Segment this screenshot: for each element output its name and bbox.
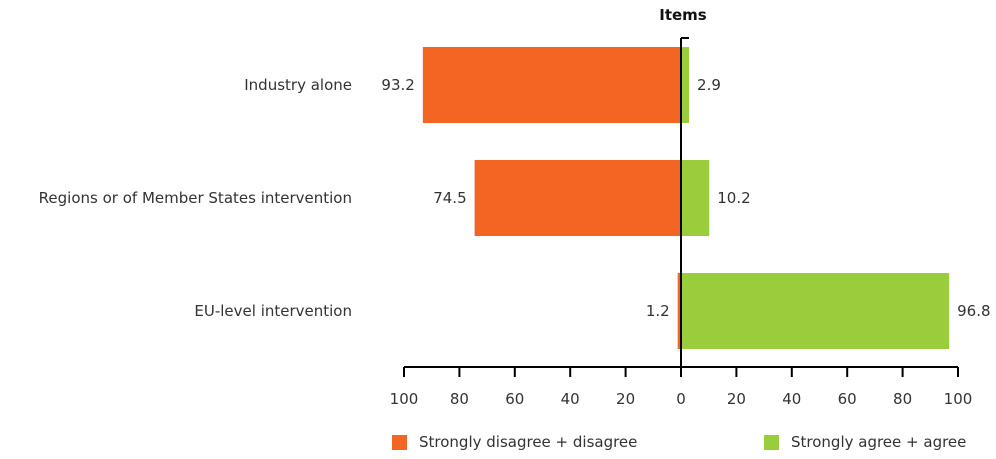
x-tick-label: 0 — [676, 390, 686, 408]
bar-agree — [681, 273, 950, 349]
value-label-agree: 96.8 — [957, 302, 990, 320]
x-tick-label: 80 — [450, 390, 469, 408]
x-tick-label: 80 — [893, 390, 912, 408]
diverging-bar-chart: Items Industry alone 93.2 2.9 Regions or of… — [39, 6, 991, 408]
labels-layer: Industry alone 93.2 2.9 Regions or of Membe… — [39, 76, 991, 320]
category-label: EU-level intervention — [194, 302, 352, 320]
x-tick-label: 100 — [944, 390, 973, 408]
legend-swatch-disagree — [392, 434, 407, 450]
value-label-disagree: 1.2 — [646, 302, 670, 320]
legend-swatch-agree — [764, 434, 779, 450]
x-tick-label: 60 — [505, 390, 524, 408]
x-tick-label: 40 — [782, 390, 801, 408]
category-label: Industry alone — [244, 76, 352, 94]
value-label-disagree: 74.5 — [433, 189, 466, 207]
axis-layer: 100 80 60 40 20 0 20 40 60 80 100 — [390, 37, 973, 408]
x-tick-label: 100 — [390, 390, 419, 408]
legend-item-disagree: Strongly disagree + disagree — [392, 433, 637, 451]
value-label-agree: 2.9 — [697, 76, 721, 94]
bar-disagree — [422, 47, 681, 123]
legend-label-disagree: Strongly disagree + disagree — [419, 433, 638, 451]
axis-title: Items — [659, 6, 707, 24]
bar-disagree — [474, 160, 681, 236]
x-tick-label: 20 — [616, 390, 635, 408]
category-label: Regions or of Member States intervention — [39, 189, 352, 207]
legend-item-agree: Strongly agree + agree — [764, 433, 966, 451]
bars-layer — [422, 47, 950, 349]
bar-disagree — [677, 273, 681, 349]
value-label-disagree: 93.2 — [381, 76, 414, 94]
bar-agree — [681, 47, 690, 123]
legend-label-agree: Strongly agree + agree — [791, 433, 967, 451]
x-tick-label: 20 — [727, 390, 746, 408]
bar-agree — [681, 160, 710, 236]
x-tick-label: 60 — [838, 390, 857, 408]
x-tick-label: 40 — [561, 390, 580, 408]
legend: Strongly disagree + disagree Strongly ag… — [0, 433, 996, 457]
value-label-agree: 10.2 — [717, 189, 750, 207]
